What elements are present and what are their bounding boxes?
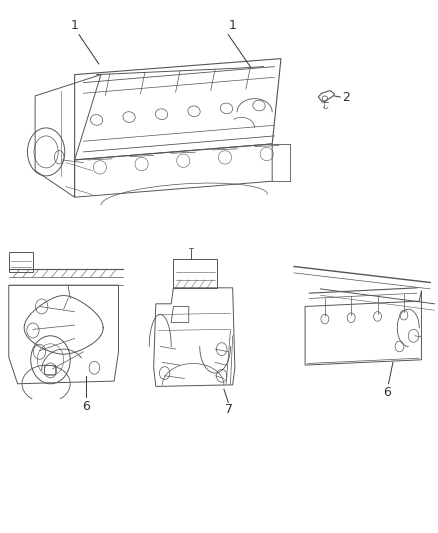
Text: 2: 2 xyxy=(342,91,350,103)
Text: 1: 1 xyxy=(71,19,78,32)
Text: 6: 6 xyxy=(81,400,89,413)
Text: 1: 1 xyxy=(228,19,236,32)
Text: 7: 7 xyxy=(225,403,233,416)
Text: 6: 6 xyxy=(382,386,390,399)
